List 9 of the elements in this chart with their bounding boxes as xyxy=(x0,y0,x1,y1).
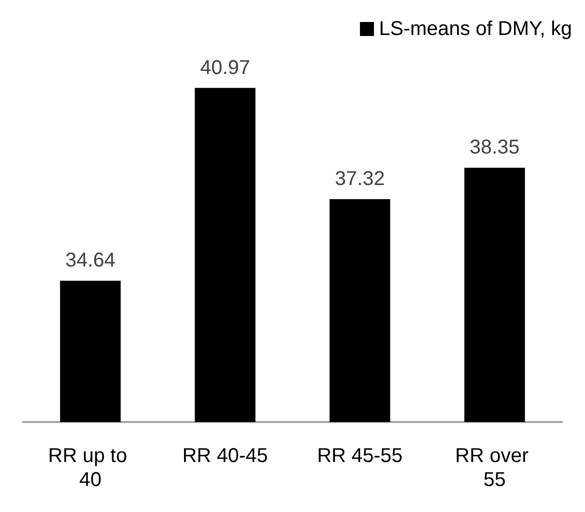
x-tick-label: RR 40-45 xyxy=(182,445,268,467)
legend-label: LS-means of DMY, kg xyxy=(378,18,572,40)
data-label: 37.32 xyxy=(334,168,385,190)
data-label: 40.97 xyxy=(200,56,250,79)
data-label: 38.35 xyxy=(470,136,520,159)
x-tick-label: RR up to 40 xyxy=(48,445,133,491)
x-tick-label: RR over 55 xyxy=(455,445,534,491)
x-tick-label: RR 45-55 xyxy=(317,445,403,467)
data-label: 34.64 xyxy=(65,250,116,272)
